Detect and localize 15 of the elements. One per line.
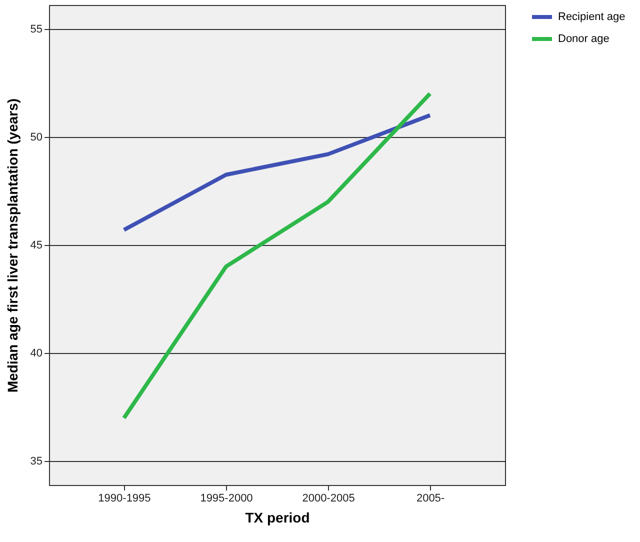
y-tick-label: 55 — [30, 23, 42, 36]
x-axis-title: TX period — [245, 510, 310, 526]
x-tick-label: 2000-2005 — [302, 492, 355, 504]
x-tick-label: 1990-1995 — [98, 492, 151, 504]
legend-label: Donor age — [558, 33, 610, 45]
line-series — [122, 92, 432, 420]
x-tick-label: 1995-2000 — [200, 492, 253, 504]
y-tick-label: 45 — [30, 240, 42, 252]
y-tick-label: 35 — [30, 456, 42, 468]
legend-label: Recipient age — [558, 11, 626, 23]
y-tick-label: 40 — [30, 348, 42, 360]
line-series — [122, 113, 432, 232]
y-tick-label: 50 — [30, 131, 42, 144]
y-axis-title: Median age first liver transplantation (years) — [4, 98, 20, 393]
x-tick-label: 2005- — [416, 492, 445, 504]
